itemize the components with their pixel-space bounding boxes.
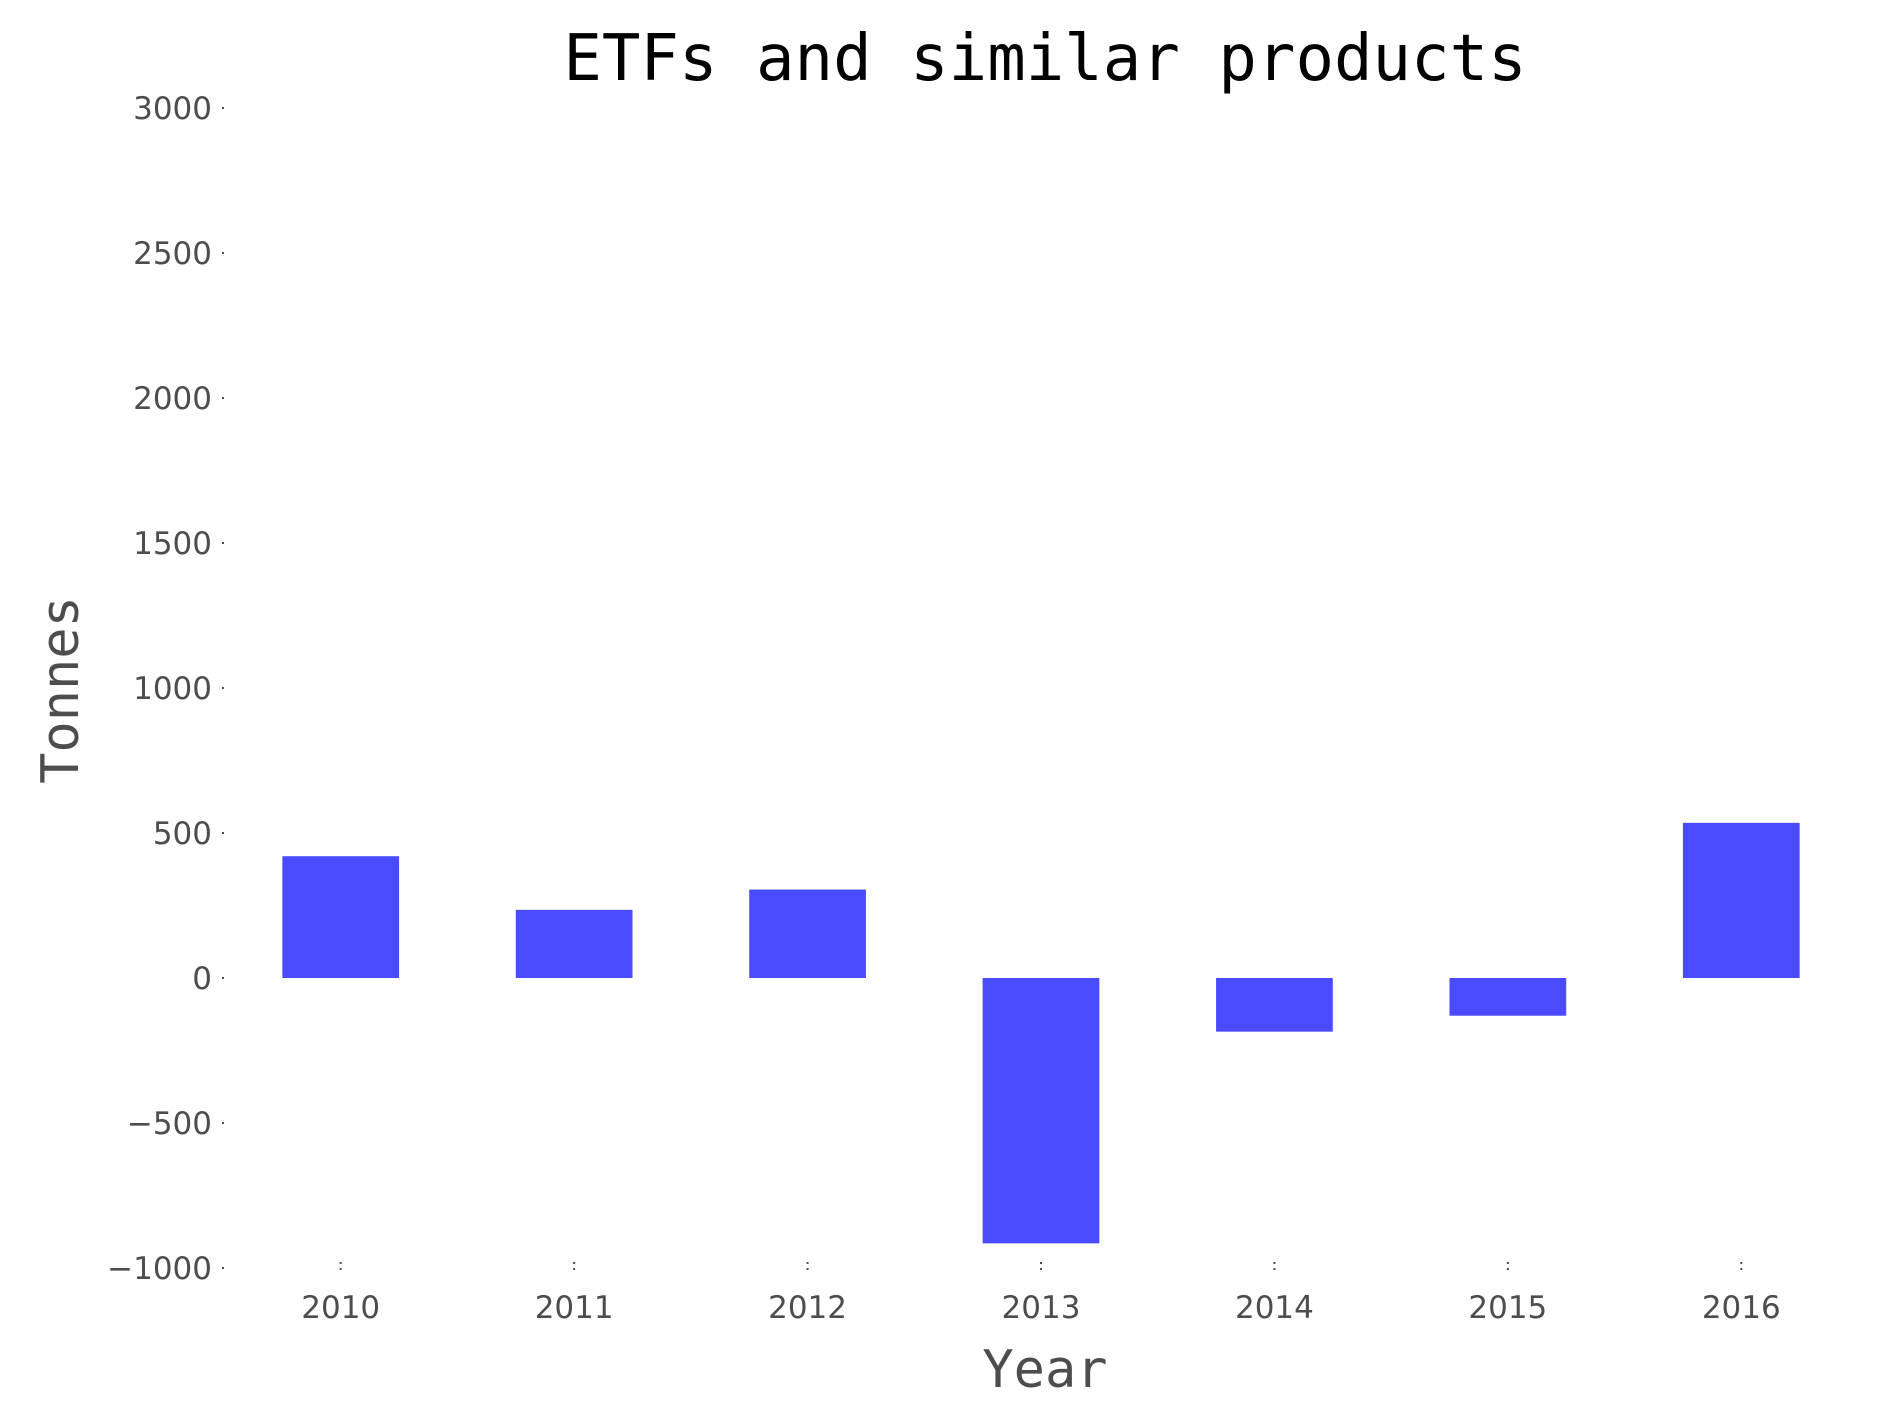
x-axis-label: Year [982,1340,1107,1400]
bar-2011 [515,909,633,978]
x-tick-label: 2015 [1468,1290,1547,1326]
y-axis-label: Tonnes [31,596,91,784]
y-tick-label: 3000 [133,91,212,127]
y-tick-label: 500 [153,816,212,852]
x-tick-label: 2010 [301,1290,380,1326]
x-tick-label: 2013 [1002,1290,1081,1326]
y-tick-label: 2500 [133,236,212,272]
bar-2016 [1682,822,1800,978]
x-tick-label: 2016 [1702,1290,1781,1326]
y-axis: 3000 2500 2000 1500 1000 500 0 −500 −1000 [107,91,228,1287]
y-tick-label: −500 [127,1106,212,1142]
x-tick-label: 2012 [768,1290,847,1326]
bar-2015 [1449,978,1567,1016]
bar-2013 [982,978,1100,1244]
bars [282,822,1800,1244]
y-tick-label: 2000 [133,381,212,417]
y-tick-label: 0 [192,961,212,997]
y-tick-label: 1000 [133,671,212,707]
x-axis: 2010 2011 2012 2013 2014 2015 2016 [301,1262,1781,1326]
x-tick-label: 2011 [535,1290,614,1326]
x-tick-label: 2014 [1235,1290,1314,1326]
y-tick-label: 1500 [133,526,212,562]
bar-2010 [282,856,400,978]
bar-2014 [1216,978,1333,1032]
y-tick-label: −1000 [107,1251,212,1287]
bar-2012 [749,889,866,978]
chart-title: ETFs and similar products [563,22,1526,96]
